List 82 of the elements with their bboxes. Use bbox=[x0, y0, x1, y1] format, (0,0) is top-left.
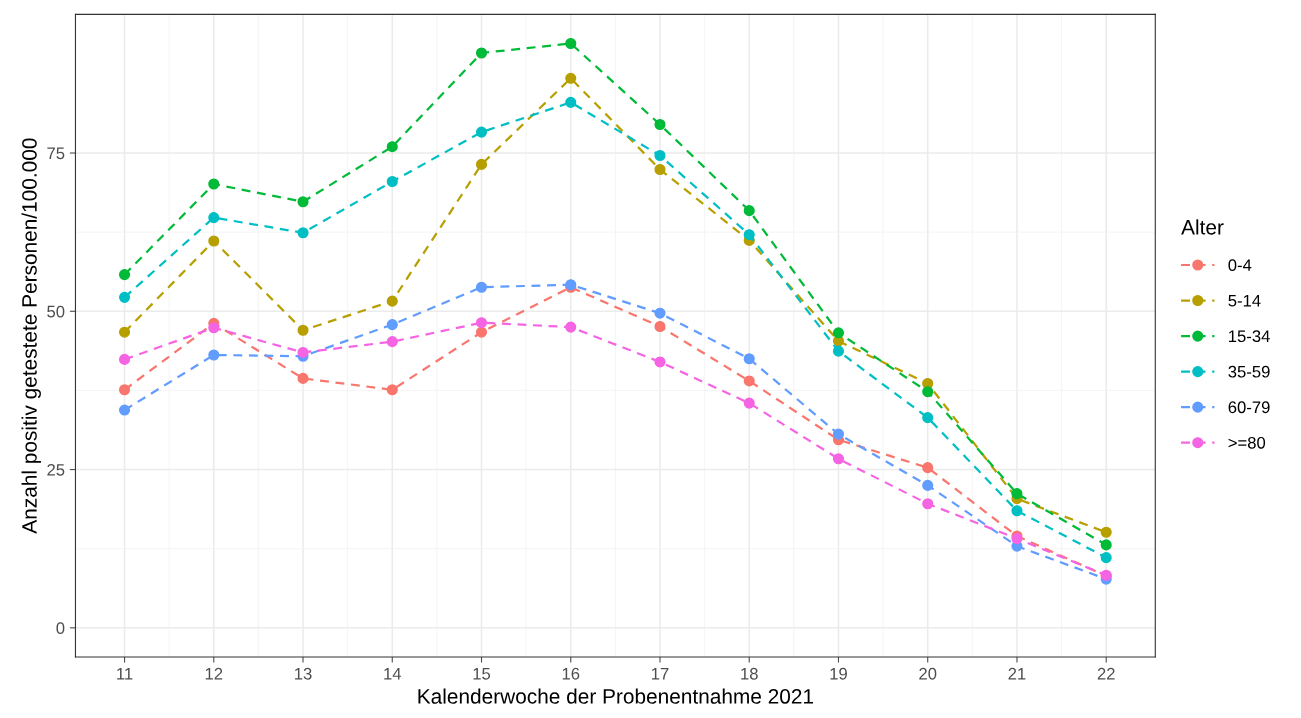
y-tick-label: 75 bbox=[47, 147, 65, 160]
point bbox=[1100, 552, 1112, 564]
x-tick-label: 13 bbox=[295, 667, 312, 680]
point bbox=[565, 37, 577, 50]
point bbox=[475, 317, 488, 329]
point bbox=[386, 319, 398, 331]
point bbox=[565, 72, 577, 84]
point bbox=[743, 205, 755, 217]
point bbox=[297, 227, 309, 239]
x-tick-label: 22 bbox=[1097, 667, 1115, 680]
point bbox=[743, 353, 755, 365]
point bbox=[922, 498, 934, 510]
point bbox=[832, 327, 845, 339]
point bbox=[475, 326, 488, 338]
point bbox=[922, 412, 934, 424]
x-tick-label: 12 bbox=[205, 667, 223, 680]
legend-label: 5-14 bbox=[1228, 294, 1261, 307]
x-tick-label: 16 bbox=[562, 667, 580, 680]
point bbox=[475, 158, 488, 170]
point bbox=[118, 269, 131, 281]
point bbox=[118, 326, 131, 338]
point bbox=[208, 212, 220, 224]
point bbox=[922, 462, 934, 474]
point bbox=[832, 428, 845, 440]
point bbox=[1100, 526, 1112, 538]
point bbox=[208, 235, 220, 247]
point bbox=[654, 149, 666, 162]
point bbox=[118, 291, 131, 303]
point bbox=[118, 353, 131, 365]
point bbox=[118, 384, 131, 396]
point bbox=[208, 178, 220, 190]
point bbox=[654, 307, 666, 319]
x-tick-label: 19 bbox=[830, 667, 847, 680]
point bbox=[386, 384, 398, 396]
point bbox=[743, 229, 755, 241]
point bbox=[654, 163, 666, 176]
point bbox=[297, 324, 309, 336]
point bbox=[922, 479, 934, 491]
point bbox=[475, 126, 488, 138]
point bbox=[743, 397, 755, 409]
legend-label: 35-59 bbox=[1228, 365, 1270, 378]
legend-label: >=80 bbox=[1228, 436, 1266, 449]
y-axis-title: Anzahl positiv getestete Personen/100.000 bbox=[21, 138, 41, 534]
x-tick-label: 14 bbox=[384, 668, 402, 680]
x-tick-label: 11 bbox=[117, 668, 133, 680]
point bbox=[297, 346, 309, 358]
x-tick-label: 15 bbox=[473, 668, 491, 680]
point bbox=[1011, 488, 1023, 500]
point bbox=[386, 141, 398, 153]
point bbox=[386, 175, 398, 188]
legend-label: 0-4 bbox=[1228, 259, 1252, 272]
point bbox=[565, 96, 577, 108]
x-tick-label: 20 bbox=[919, 667, 937, 680]
x-tick-label: 18 bbox=[741, 667, 758, 680]
point bbox=[832, 453, 845, 465]
point bbox=[1100, 539, 1112, 551]
point bbox=[297, 372, 309, 384]
point bbox=[565, 321, 577, 333]
point bbox=[922, 386, 934, 398]
point bbox=[208, 349, 220, 361]
point bbox=[654, 320, 666, 333]
legend-label: 60-79 bbox=[1228, 401, 1270, 414]
point bbox=[386, 295, 398, 307]
x-tick-label: 21 bbox=[1008, 667, 1026, 680]
point bbox=[1011, 505, 1023, 517]
legend-title: Alter bbox=[1181, 219, 1224, 235]
x-tick-label: 17 bbox=[652, 668, 669, 680]
point bbox=[297, 196, 309, 208]
point bbox=[743, 375, 755, 387]
point bbox=[475, 47, 488, 59]
x-axis-title: Kalenderwoche der Probenentnahme 2021 bbox=[418, 688, 814, 704]
point bbox=[475, 281, 488, 293]
y-tick-label: 25 bbox=[47, 463, 65, 476]
point bbox=[386, 336, 398, 348]
point bbox=[118, 404, 131, 416]
point bbox=[208, 322, 220, 334]
point bbox=[654, 118, 666, 131]
y-tick-label: 50 bbox=[47, 305, 65, 318]
point bbox=[832, 345, 845, 357]
point bbox=[654, 356, 666, 368]
legend-label: 15-34 bbox=[1229, 330, 1270, 343]
y-tick-label: 0 bbox=[56, 622, 65, 635]
